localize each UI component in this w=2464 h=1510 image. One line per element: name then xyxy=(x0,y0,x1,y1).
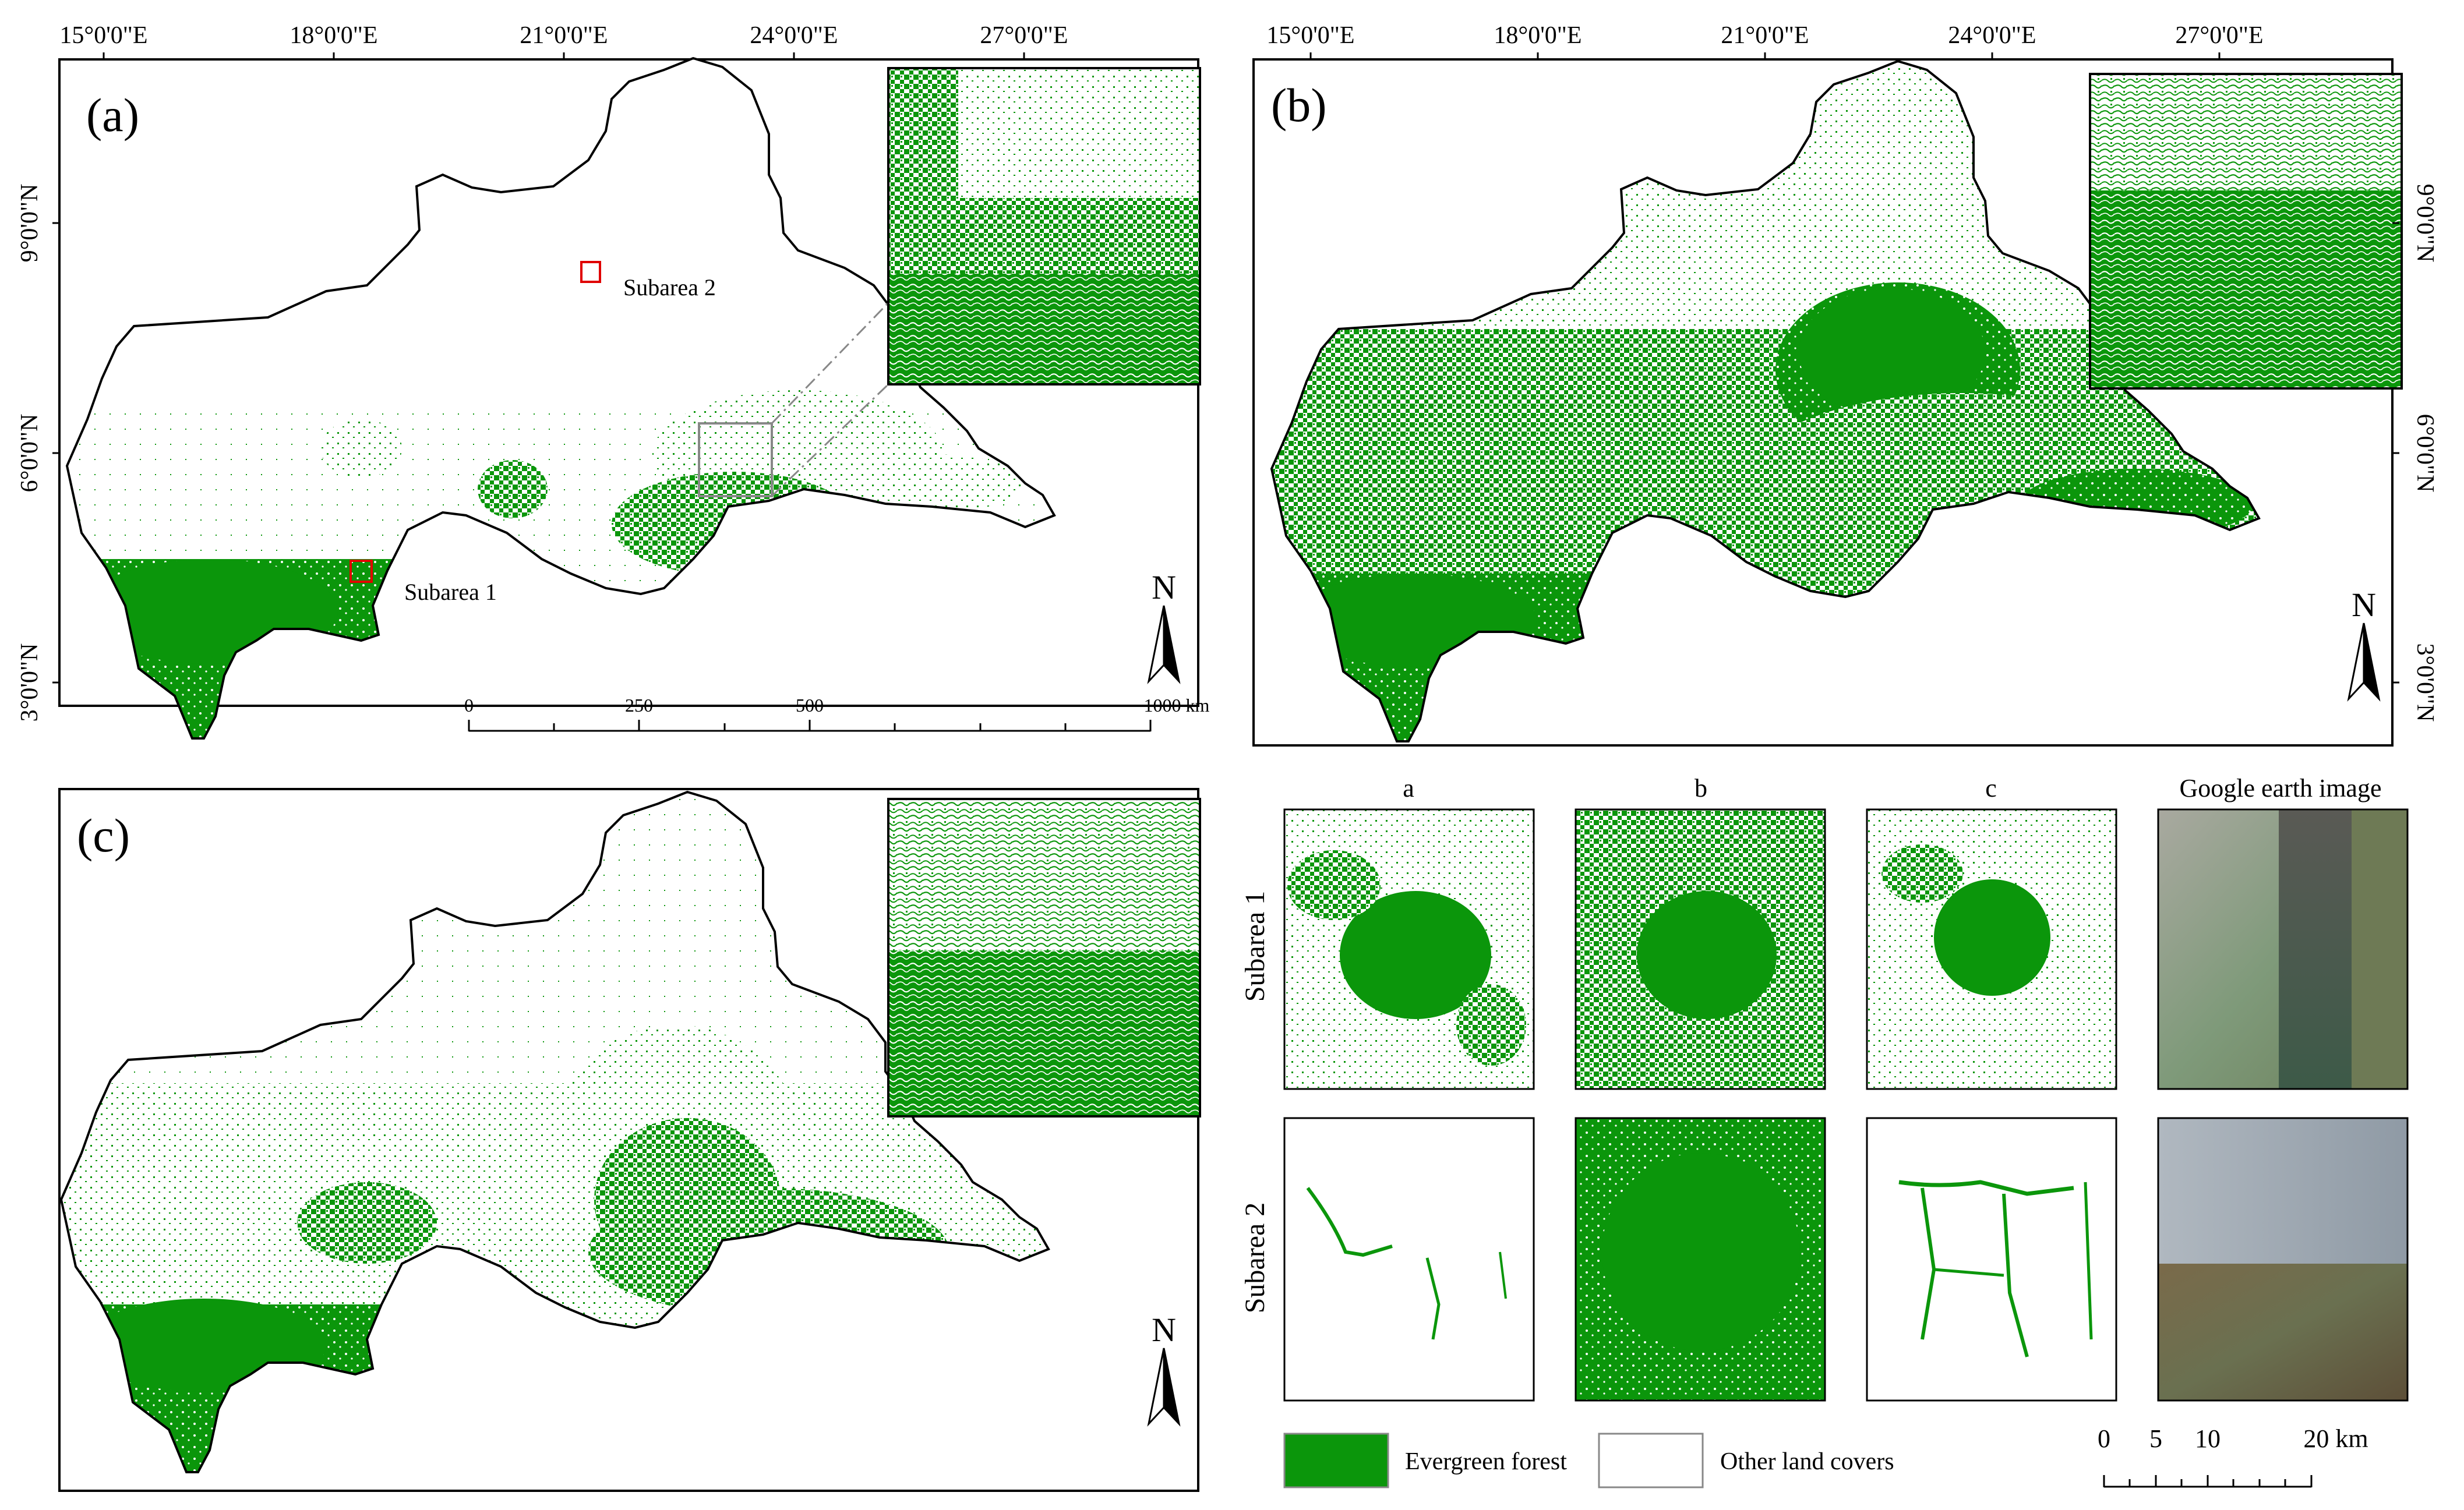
lon-tick-label: 27°0'0"E xyxy=(2175,22,2263,49)
legend-forest-label: Evergreen forest xyxy=(1405,1448,1567,1475)
cell-subarea1-b xyxy=(1575,808,1826,1090)
zoom-extent-box xyxy=(698,422,773,497)
panel-c-inset xyxy=(887,798,1201,1118)
lat-tick-label: 3°0'0"N xyxy=(16,643,43,722)
panel-a-axes xyxy=(52,52,1025,684)
legend: Evergreen forest Other land covers xyxy=(1283,1433,1894,1488)
north-label: N xyxy=(1152,1311,1176,1349)
cell-subarea2-a xyxy=(1283,1117,1535,1402)
lat-tick-label: 6°0'0"N xyxy=(16,414,43,493)
lon-tick-label: 18°0'0"E xyxy=(290,22,377,49)
panel-c-north-arrow: N xyxy=(1147,1311,1181,1427)
lat-tick-label: 3°0'0"N xyxy=(2412,643,2438,722)
panel-a-scale-bar: 0 250 500 1000 km xyxy=(464,695,1210,732)
lat-tick-label: 9°0'0"N xyxy=(16,184,43,263)
lon-tick-label: 15°0'0"E xyxy=(1266,22,1354,49)
scale-label: 250 xyxy=(625,695,653,716)
panel-b: 15°0'0"E 18°0'0"E 21°0'0"E 24°0'0"E 27°0… xyxy=(1252,22,2438,747)
panel-a-north-arrow: N xyxy=(1147,568,1181,684)
north-label: N xyxy=(2352,586,2376,624)
comparison-grid: a b c Google earth image Subarea 1 Subar… xyxy=(1240,774,2409,1402)
lon-tick-label: 18°0'0"E xyxy=(1494,22,1582,49)
panel-b-north-arrow: N xyxy=(2347,586,2381,702)
lon-tick-label: 27°0'0"E xyxy=(980,22,1068,49)
north-label: N xyxy=(1152,568,1176,606)
panel-a-label: (a) xyxy=(86,89,139,142)
legend-other-swatch xyxy=(1598,1433,1704,1488)
cell-subarea2-b xyxy=(1575,1117,1826,1402)
panel-b-label: (b) xyxy=(1271,79,1327,132)
panel-a-inset xyxy=(887,67,1201,386)
panel-a-lat-labels: 9°0'0"N 6°0'0"N 3°0'0"N xyxy=(16,184,43,722)
lon-tick-label: 24°0'0"E xyxy=(750,22,838,49)
panel-c-label: (c) xyxy=(77,809,130,862)
subarea-1-box xyxy=(350,560,373,583)
column-header-google-earth: Google earth image xyxy=(2180,774,2382,802)
panel-a: Subarea 2 Subarea 1 15°0'0"E 18°0'0 xyxy=(16,22,1210,740)
zoom-leader-line-top xyxy=(771,302,889,425)
cell-subarea2-google-earth xyxy=(2157,1117,2409,1402)
panel-b-inset xyxy=(2089,73,2403,390)
subarea-2-box xyxy=(580,261,601,283)
column-header-c: c xyxy=(1985,774,1997,802)
panel-c-frame xyxy=(58,788,1199,1492)
lon-tick-label: 24°0'0"E xyxy=(1948,22,2036,49)
small-scale-label: 10 xyxy=(2195,1424,2221,1453)
panel-c: (c) N xyxy=(58,788,1201,1492)
legend-forest-swatch xyxy=(1283,1433,1389,1488)
subarea-2-label: Subarea 2 xyxy=(623,274,716,300)
cell-subarea1-google-earth xyxy=(2157,808,2409,1090)
legend-other-label: Other land covers xyxy=(1720,1448,1894,1475)
panel-b-lat-labels: 9°0'0"N 6°0'0"N 3°0'0"N xyxy=(2412,184,2438,722)
small-scale-bar: 0 5 10 20 km xyxy=(2098,1424,2368,1488)
panel-a-lon-labels: 15°0'0"E 18°0'0"E 21°0'0"E 24°0'0"E 27°0… xyxy=(59,22,1068,49)
panel-b-axes xyxy=(1309,52,2399,684)
row-label-subarea-2: Subarea 2 xyxy=(1240,1203,1270,1314)
lat-tick-label: 9°0'0"N xyxy=(2412,184,2438,263)
column-header-a: a xyxy=(1403,774,1414,802)
panel-b-frame xyxy=(1252,58,2394,747)
small-scale-label: 20 km xyxy=(2303,1424,2368,1453)
lat-tick-label: 6°0'0"N xyxy=(2412,414,2438,493)
scale-label: 500 xyxy=(796,695,824,716)
small-scale-label: 0 xyxy=(2098,1424,2110,1453)
small-scale-label: 5 xyxy=(2149,1424,2162,1453)
panel-b-lon-labels: 15°0'0"E 18°0'0"E 21°0'0"E 24°0'0"E 27°0… xyxy=(1266,22,2263,49)
row-label-subarea-1: Subarea 1 xyxy=(1240,891,1270,1002)
cell-subarea1-c xyxy=(1866,808,2117,1090)
subarea-1-label: Subarea 1 xyxy=(404,579,497,605)
cell-subarea2-c xyxy=(1866,1117,2117,1402)
cell-subarea1-a xyxy=(1283,808,1535,1090)
scale-label: 0 xyxy=(464,695,474,716)
column-header-b: b xyxy=(1695,774,1707,802)
scale-label: 1000 km xyxy=(1144,695,1210,716)
lon-tick-label: 21°0'0"E xyxy=(520,22,608,49)
lon-tick-label: 21°0'0"E xyxy=(1721,22,1809,49)
lon-tick-label: 15°0'0"E xyxy=(59,22,147,49)
zoom-leader-line-bottom xyxy=(771,383,889,497)
